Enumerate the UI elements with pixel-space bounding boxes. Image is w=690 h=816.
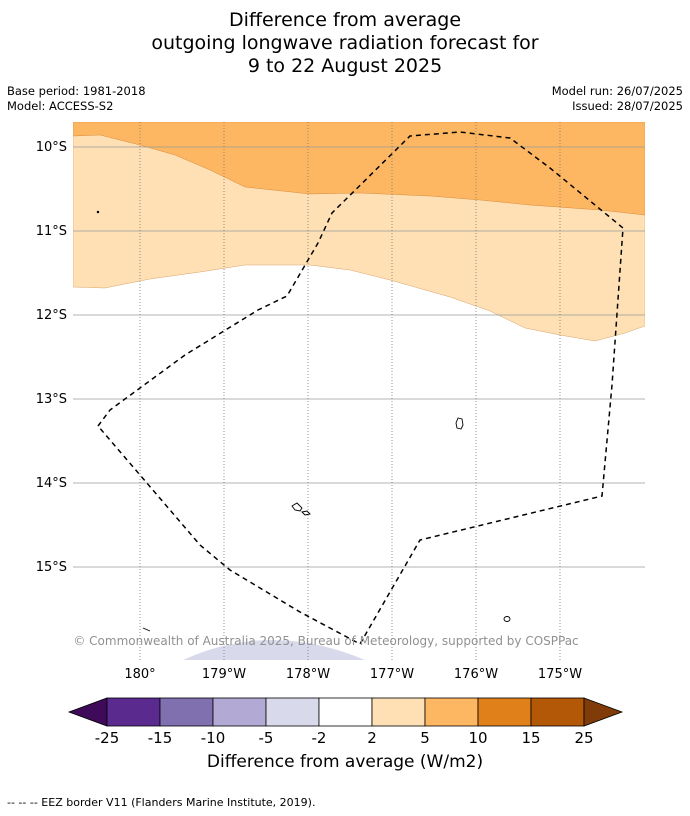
lon-label: 179°W bbox=[202, 667, 246, 682]
copyright-text: © Commonwealth of Australia 2025, Bureau… bbox=[73, 634, 578, 648]
island-icon bbox=[455, 417, 464, 430]
anomaly-band-neg-5-2 bbox=[183, 640, 365, 660]
colorbar-max-arrow bbox=[583, 697, 624, 727]
lon-label: 175°W bbox=[538, 667, 582, 682]
lon-labels: 180° 179°W 178°W 177°W 176°W 175°W bbox=[124, 667, 582, 682]
lat-label: 12°S bbox=[36, 308, 67, 323]
colorbar-title: Difference from average (W/m2) bbox=[206, 752, 484, 772]
colorbar-tick-label: 5 bbox=[420, 729, 430, 747]
island-icon bbox=[291, 502, 303, 512]
model-run: Model run: 26/07/2025 bbox=[551, 84, 683, 98]
colorbar-cell bbox=[371, 697, 426, 727]
colorbar-tick-label: -10 bbox=[201, 729, 226, 747]
lat-labels: 10°S 11°S 12°S 13°S 14°S 15°S bbox=[36, 140, 67, 575]
meta-right: Model run: 26/07/2025 Issued: 28/07/2025 bbox=[552, 84, 683, 114]
lat-label: 14°S bbox=[36, 476, 67, 491]
colorbar-cell bbox=[318, 697, 373, 727]
colorbar-cell bbox=[159, 697, 214, 727]
colorbar-cell bbox=[265, 697, 320, 727]
island-icon bbox=[503, 616, 511, 622]
colorbar: -25 -15 -10 -5 -2 2 5 10 15 25 bbox=[67, 697, 624, 747]
title-line-2: outgoing longwave radiation forecast for bbox=[151, 32, 539, 54]
colorbar-tick-label: 2 bbox=[367, 729, 377, 747]
colorbar-tick-label: 10 bbox=[468, 729, 487, 747]
colorbar-ticks: -25 -15 -10 -5 -2 2 5 10 15 25 bbox=[95, 729, 594, 747]
colorbar-tick-label: -2 bbox=[312, 729, 327, 747]
colorbar-tick-label: -5 bbox=[259, 729, 274, 747]
meta-left: Base period: 1981-2018 Model: ACCESS-S2 bbox=[7, 84, 146, 114]
island-icon bbox=[301, 510, 311, 516]
lat-label: 13°S bbox=[36, 392, 67, 407]
eez-border bbox=[97, 131, 624, 646]
anomaly-band-5-10 bbox=[73, 122, 645, 216]
lat-gridlines bbox=[73, 146, 645, 568]
base-period: Base period: 1981-2018 bbox=[7, 84, 146, 98]
island-outlines bbox=[96, 210, 511, 632]
title-line-1: Difference from average bbox=[228, 9, 462, 31]
colorbar-cell bbox=[212, 697, 267, 727]
lon-label: 176°W bbox=[454, 667, 498, 682]
colorbar-tick-label: 25 bbox=[574, 729, 593, 747]
island-icon bbox=[142, 627, 151, 632]
footnote: -- -- -- EEZ border V11 (Flanders Marine… bbox=[7, 796, 316, 809]
colorbar-tick-label: -15 bbox=[148, 729, 173, 747]
map-figure: © Commonwealth of Australia 2025, Bureau… bbox=[36, 122, 645, 682]
lat-label: 15°S bbox=[36, 560, 67, 575]
colorbar-cell bbox=[106, 697, 161, 727]
lat-label: 10°S bbox=[36, 140, 67, 155]
colorbar-tick-label: -25 bbox=[95, 729, 120, 747]
map-area: © Commonwealth of Australia 2025, Bureau… bbox=[73, 122, 645, 660]
colorbar-min-arrow bbox=[67, 697, 108, 727]
colorbar-cell bbox=[477, 697, 532, 727]
model-name: Model: ACCESS-S2 bbox=[7, 99, 114, 113]
island-icon bbox=[96, 210, 100, 214]
colorbar-cell bbox=[424, 697, 479, 727]
colorbar-cell bbox=[530, 697, 585, 727]
lat-label: 11°S bbox=[36, 224, 67, 239]
lon-label: 180° bbox=[124, 667, 155, 682]
colorbar-tick-label: 15 bbox=[521, 729, 540, 747]
title-line-3: 9 to 22 August 2025 bbox=[247, 55, 443, 77]
lon-label: 177°W bbox=[370, 667, 414, 682]
lon-label: 178°W bbox=[286, 667, 330, 682]
issued-date: Issued: 28/07/2025 bbox=[572, 99, 683, 113]
